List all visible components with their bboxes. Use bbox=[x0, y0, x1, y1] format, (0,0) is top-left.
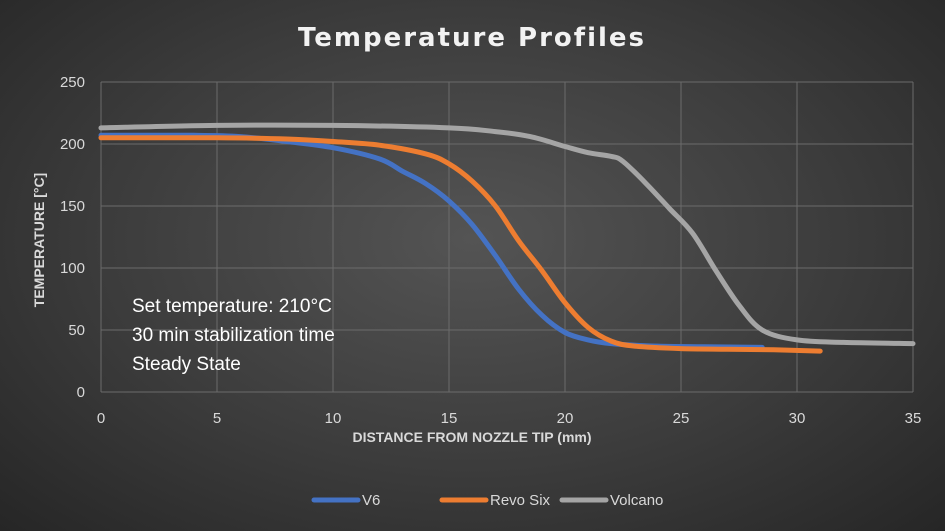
x-tick-label: 10 bbox=[325, 410, 342, 427]
x-tick-labels: 0 5 10 15 20 25 30 35 bbox=[97, 410, 922, 427]
grid bbox=[100, 81, 914, 393]
annotation-steady-state: Steady State bbox=[132, 354, 241, 375]
x-tick-label: 0 bbox=[97, 410, 105, 427]
x-tick-label: 15 bbox=[441, 410, 458, 427]
y-tick-label: 200 bbox=[60, 136, 85, 153]
y-axis-label: TEMPERATURE [°C] bbox=[31, 173, 47, 307]
x-tick-label: 5 bbox=[213, 410, 221, 427]
y-tick-labels: 0 50 100 150 200 250 bbox=[60, 74, 85, 401]
series-line-revo-six bbox=[98, 135, 823, 354]
x-tick-label: 20 bbox=[557, 410, 574, 427]
y-tick-label: 0 bbox=[77, 384, 85, 401]
x-axis-label: DISTANCE FROM NOZZLE TIP (mm) bbox=[352, 429, 591, 445]
x-tick-label: 35 bbox=[905, 410, 922, 427]
series-line-volcano bbox=[98, 122, 916, 347]
annotation-stabilization-time: 30 min stabilization time bbox=[132, 325, 335, 346]
legend-label-revo-six: Revo Six bbox=[490, 492, 551, 509]
y-tick-label: 150 bbox=[60, 198, 85, 215]
y-tick-label: 250 bbox=[60, 74, 85, 91]
legend-label-volcano: Volcano bbox=[610, 492, 663, 509]
annotation-set-temperature: Set temperature: 210°C bbox=[132, 296, 332, 317]
legend-label-v6: V6 bbox=[362, 492, 380, 509]
x-tick-label: 25 bbox=[673, 410, 690, 427]
annotation-block: Set temperature: 210°C 30 min stabilizat… bbox=[132, 296, 335, 375]
series-lines bbox=[98, 122, 916, 354]
y-tick-label: 100 bbox=[60, 260, 85, 277]
x-tick-label: 30 bbox=[789, 410, 806, 427]
y-tick-label: 50 bbox=[68, 322, 85, 339]
chart-title: Temperature Profiles bbox=[298, 23, 646, 53]
legend: V6 Revo Six Volcano bbox=[311, 492, 663, 509]
